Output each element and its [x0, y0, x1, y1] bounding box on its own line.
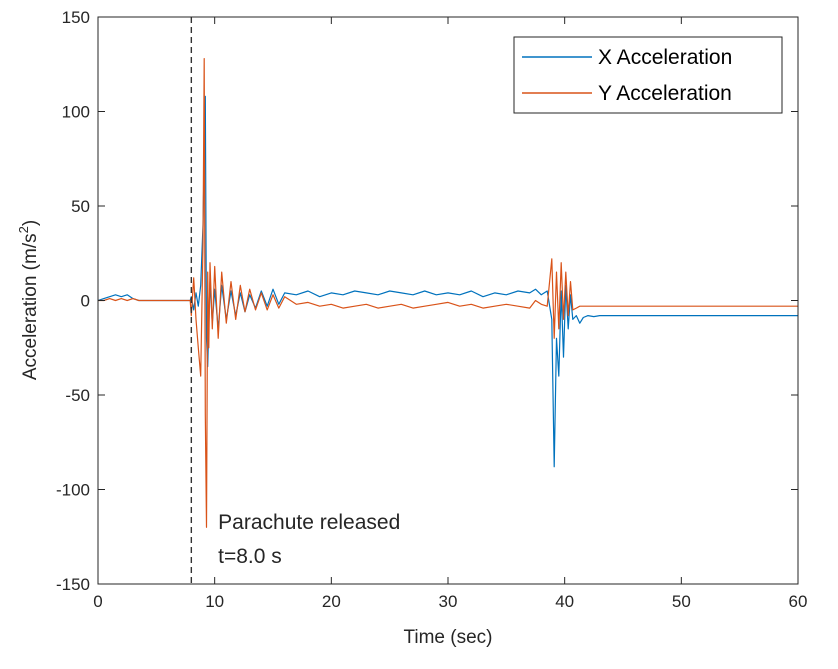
x-tick-label: 30 [439, 592, 458, 611]
y-tick-label: 50 [71, 197, 90, 216]
x-tick-label: 40 [555, 592, 574, 611]
x-tick-label: 50 [672, 592, 691, 611]
legend-label-y-acceleration: Y Acceleration [598, 82, 732, 105]
annotation-line2: t=8.0 s [218, 545, 282, 568]
legend-label-x-acceleration: X Acceleration [598, 46, 732, 69]
y-tick-label: -100 [56, 481, 90, 500]
y-tick-label: 150 [62, 8, 90, 27]
x-tick-label: 20 [322, 592, 341, 611]
y-axis-title-close: ) [20, 220, 41, 226]
series-line-x-acceleration [98, 95, 798, 468]
y-tick-label: 100 [62, 103, 90, 122]
y-tick-label: -50 [65, 386, 90, 405]
legend: X Acceleration Y Acceleration [513, 36, 783, 114]
tick-layer: 0 10 20 30 40 50 60 -150 -100 -50 0 50 100 150 [56, 8, 807, 611]
series-line-y-acceleration [98, 57, 798, 528]
x-tick-label: 10 [205, 592, 224, 611]
annotation-line1: Parachute released [218, 511, 400, 534]
y-axis-title: Acceleration (m/s2) [16, 220, 41, 380]
y-tick-label: -150 [56, 575, 90, 594]
x-axis-title: Time (sec) [403, 627, 492, 648]
y-axis-title-main: Acceleration (m/s [20, 233, 41, 380]
series-layer [98, 57, 798, 528]
x-tick-label: 60 [789, 592, 808, 611]
x-tick-label: 0 [93, 592, 102, 611]
y-tick-label: 0 [81, 292, 90, 311]
legend-box [513, 36, 783, 114]
y-axis-title-superscript: 2 [16, 226, 31, 233]
